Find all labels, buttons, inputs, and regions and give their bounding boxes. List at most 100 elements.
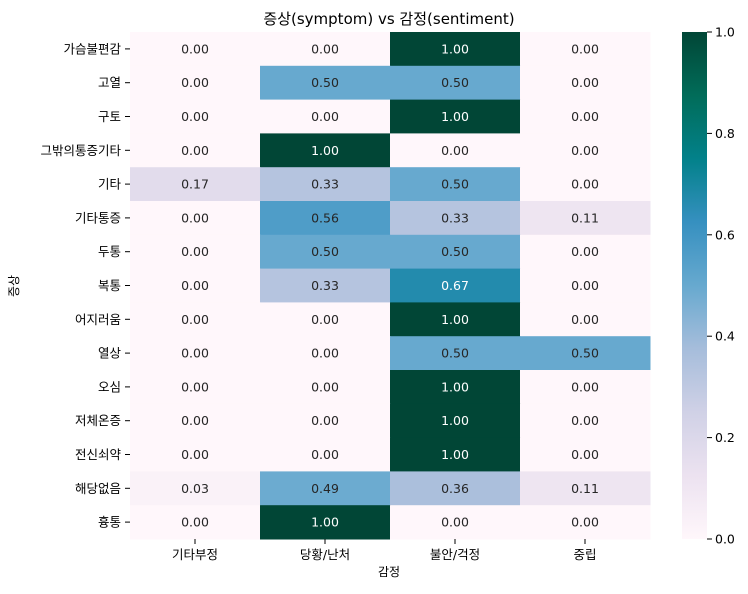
cell-value-label: 0.50 [441,244,469,259]
cell-value-label: 1.00 [441,447,469,462]
cell-value-label: 0.00 [311,346,339,361]
heatmap-cell [390,167,521,202]
chart-title: 증상(symptom) vs 감정(sentiment) [263,10,514,28]
heatmap-cell [390,302,521,337]
heatmap-cell [520,302,651,337]
heatmap-cell [390,234,521,270]
cell-value-label: 0.33 [311,278,339,293]
heatmap-cell [520,403,651,439]
heatmap-cell [520,65,651,101]
heatmap-cell [260,167,391,202]
heatmap-cell [390,336,521,371]
cell-value-label: 0.67 [441,278,469,293]
cell-value-label: 1.00 [441,379,469,394]
row-tick-label: 오심 [98,379,121,394]
heatmap-cell [520,32,651,67]
cell-value-label: 0.50 [311,244,339,259]
heatmap-cell [130,471,261,506]
cell-value-label: 0.00 [311,379,339,394]
heatmap-cell [130,201,261,236]
heatmap-cell [130,234,261,270]
cell-value-label: 0.33 [441,210,469,225]
y-axis-label: 증상 [7,275,21,297]
heatmap-cell [520,201,651,236]
cell-value-label: 0.00 [441,143,469,158]
cell-value-label: 1.00 [441,109,469,124]
row-tick-label: 기타 [98,177,122,192]
heatmap-cell [130,403,261,439]
heatmap-cell [130,268,261,303]
heatmap-cell [520,505,651,540]
colorbar-tick-label: 0.2 [715,430,735,445]
cell-value-label: 0.00 [571,312,599,327]
cell-value-label: 0.00 [181,75,209,90]
column-tick-label: 불안/걱정 [430,547,480,562]
column-labels: 기타부정 당황/난처 불안/걱정 중립 [172,539,597,562]
heatmap-cell [130,99,261,134]
row-tick-label: 구토 [98,109,121,124]
heatmap-cell [260,201,391,236]
row-tick-label: 해당없음 [75,481,121,496]
row-tick-label: 흉통 [98,515,121,530]
cell-value-label: 0.50 [311,75,339,90]
colorbar [682,32,707,539]
cell-value-label: 0.00 [311,41,339,56]
row-tick-label: 두통 [98,244,121,259]
cell-value-label: 0.00 [311,312,339,327]
heatmap-cell [390,32,521,67]
column-tick-label: 중립 [573,547,596,562]
heatmap-cell [130,505,261,540]
column-tick-label: 기타부정 [172,547,218,562]
cell-value-label: 0.11 [571,481,599,496]
cell-value-label: 0.11 [571,210,599,225]
heatmap-cell [260,403,391,439]
cell-value-label: 0.50 [571,346,599,361]
cell-value-label: 0.00 [571,447,599,462]
cell-value-label: 0.00 [571,413,599,428]
row-labels: 가슴불편감고열구토그밖의통증기타기타기타통증두통복통어지러움열상오심저체온증전신… [40,41,130,530]
row-tick-label: 전신쇠약 [75,447,122,462]
heatmap-cell [260,99,391,134]
heatmap-cell [390,65,521,101]
cell-value-label: 0.03 [181,481,209,496]
heatmap-cell [390,99,521,134]
heatmap-cell [390,268,521,303]
cell-value-label: 0.00 [181,515,209,530]
cell-value-label: 0.00 [181,379,209,394]
cell-value-label: 0.00 [181,278,209,293]
heatmap-cell [130,302,261,337]
cell-value-label: 1.00 [311,515,339,530]
cell-value-label: 1.00 [441,312,469,327]
cell-value-label: 0.49 [311,481,339,496]
heatmap-cell [520,268,651,303]
colorbar-tick-label: 0.4 [715,329,735,344]
x-axis-label: 감정 [378,565,400,579]
cell-value-label: 0.00 [181,244,209,259]
heatmap-cell [260,65,391,101]
heatmap-cell [130,167,261,202]
heatmap-cell [260,32,391,67]
row-tick-label: 복통 [98,278,121,293]
colorbar-tick-label: 0.8 [715,126,735,141]
cell-value-label: 1.00 [441,413,469,428]
heatmap-cell [130,65,261,101]
cell-value-label: 0.00 [181,41,209,56]
row-tick-label: 열상 [98,346,122,361]
cell-value-label: 0.00 [571,109,599,124]
row-tick-label: 어지러움 [75,312,121,327]
cell-value-label: 0.00 [571,177,599,192]
heatmap-cell [260,505,391,540]
heatmap-cell [130,32,261,67]
cell-value-label: 0.17 [181,177,209,192]
heatmap-cell [390,437,521,472]
heatmap-cell [520,471,651,506]
heatmap-cell [260,336,391,371]
cell-value-label: 0.56 [311,210,339,225]
cell-value-label: 0.00 [571,143,599,158]
row-tick-label: 저체온증 [75,413,121,428]
cell-value-label: 0.00 [181,210,209,225]
heatmap-cell [130,437,261,472]
heatmap-cell [260,133,391,168]
